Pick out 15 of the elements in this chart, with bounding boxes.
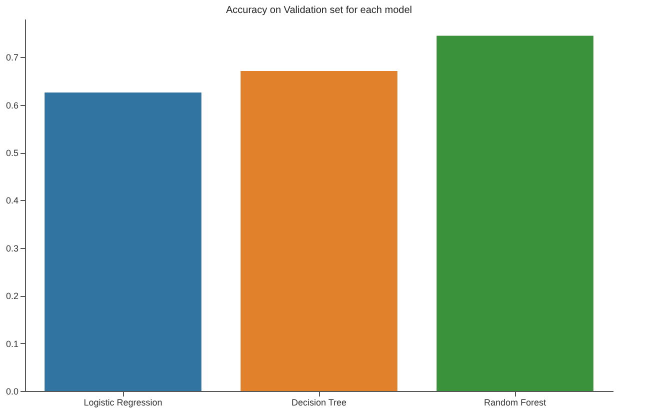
- y-tick-label: 0.3: [6, 243, 18, 254]
- y-tick-label: 0.6: [6, 100, 18, 110]
- x-tick-label: Logistic Regression: [84, 398, 162, 408]
- bar: [44, 92, 202, 391]
- x-tick-label: Random Forest: [484, 398, 547, 408]
- y-tick-label: 0.2: [6, 291, 18, 302]
- bar: [240, 70, 398, 391]
- y-tick-label: 0.4: [6, 196, 18, 206]
- y-tick-label: 0.5: [6, 148, 18, 158]
- x-tick-label: Decision Tree: [291, 398, 347, 408]
- y-tick-label: 0.7: [6, 52, 18, 63]
- y-tick-label: 0.1: [6, 338, 18, 349]
- bar: [436, 36, 594, 391]
- y-tick-label: 0.0: [6, 386, 18, 396]
- chart-title: Accuracy on Validation set for each model: [226, 5, 412, 16]
